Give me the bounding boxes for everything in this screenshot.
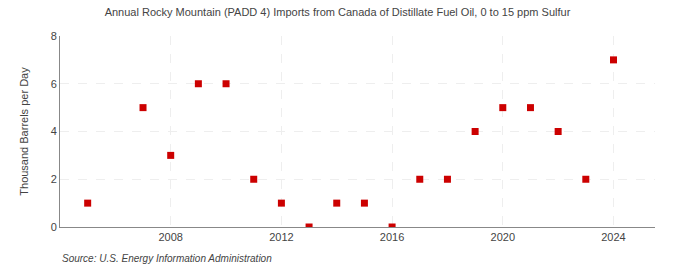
svg-text:4: 4 [51, 125, 57, 137]
svg-text:2: 2 [51, 173, 57, 185]
svg-text:2024: 2024 [601, 231, 625, 243]
svg-text:2020: 2020 [491, 231, 515, 243]
svg-text:Annual Rocky Mountain (PADD 4): Annual Rocky Mountain (PADD 4) Imports f… [105, 6, 571, 18]
svg-text:2016: 2016 [380, 231, 404, 243]
svg-text:Thousand Barrels per Day: Thousand Barrels per Day [18, 67, 30, 196]
svg-text:2012: 2012 [269, 231, 293, 243]
svg-text:2008: 2008 [158, 231, 182, 243]
svg-text:8: 8 [51, 30, 57, 42]
svg-text:Source: U.S. Energy Informatio: Source: U.S. Energy Information Administ… [62, 253, 272, 264]
svg-text:6: 6 [51, 78, 57, 90]
svg-text:0: 0 [51, 221, 57, 233]
